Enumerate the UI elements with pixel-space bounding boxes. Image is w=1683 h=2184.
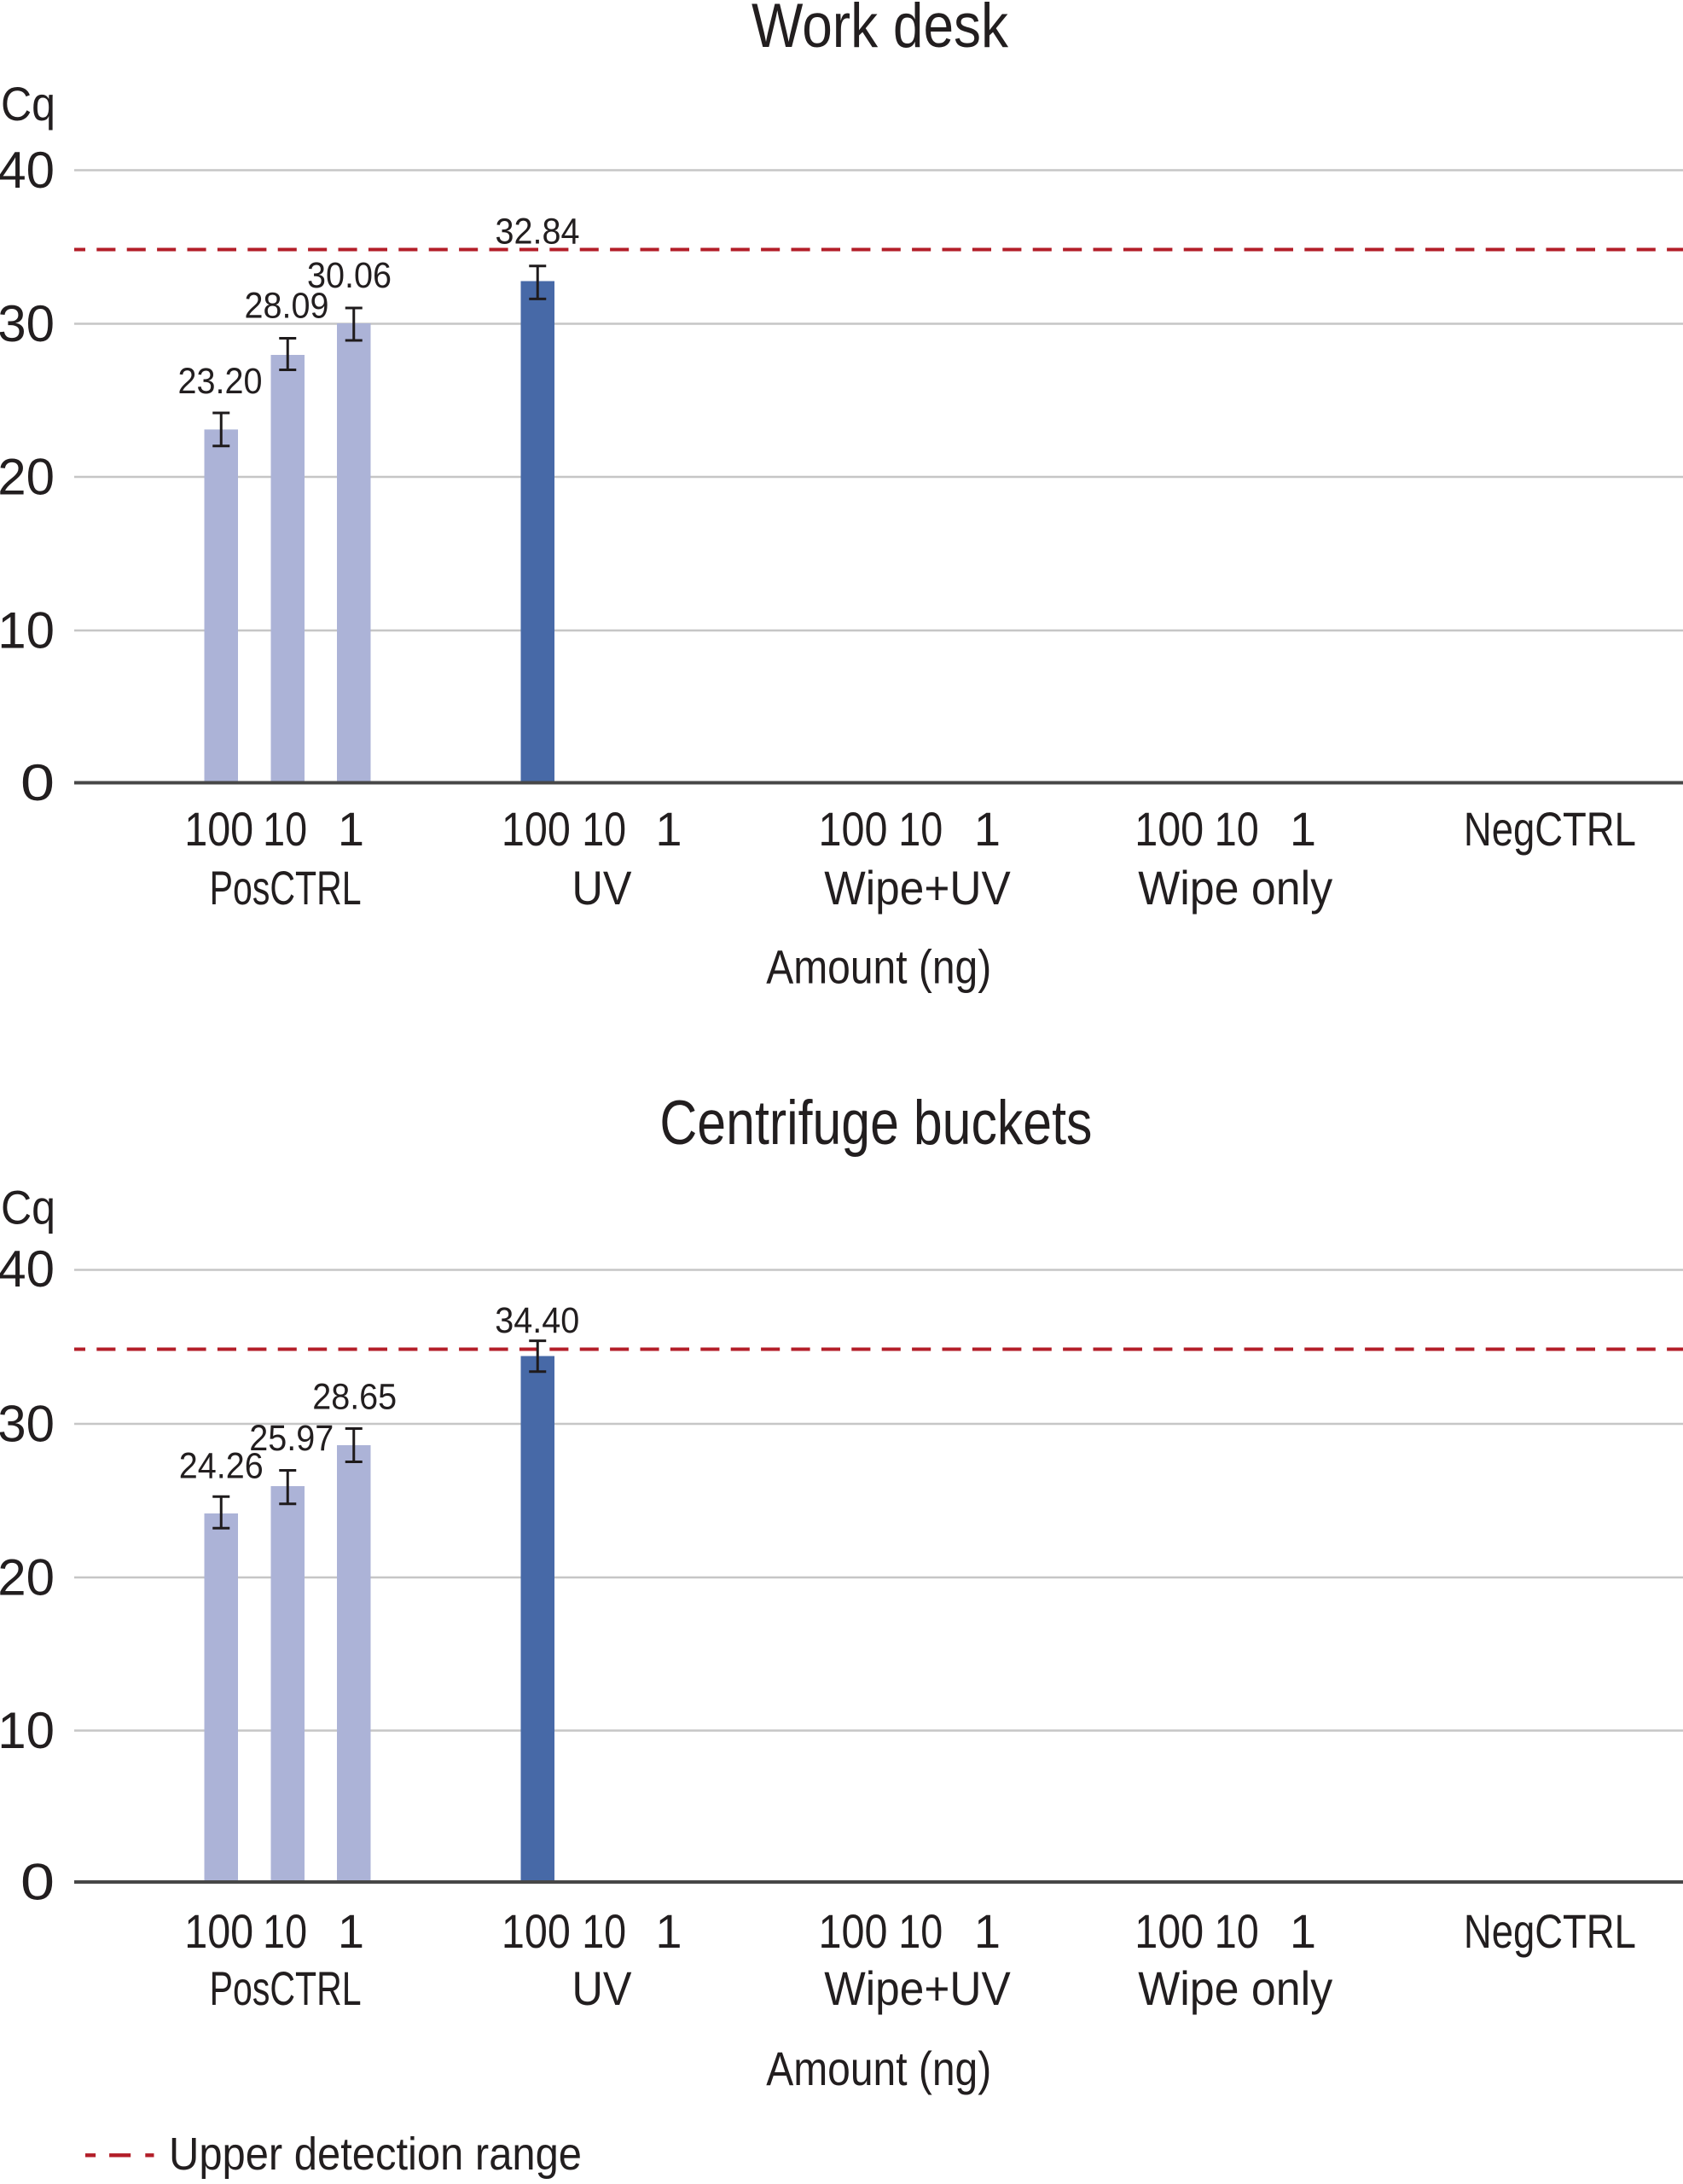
svg-text:Wipe+UV: Wipe+UV (824, 1961, 1011, 2015)
svg-text:Upper detection range: Upper detection range (169, 2129, 582, 2180)
svg-text:10: 10 (1215, 802, 1259, 856)
svg-text:Wipe only: Wipe only (1138, 1961, 1332, 2015)
svg-text:1: 1 (1290, 1904, 1316, 1958)
svg-text:Amount (ng): Amount (ng) (766, 2042, 991, 2095)
svg-text:100: 100 (819, 1904, 888, 1958)
svg-text:30.06: 30.06 (307, 255, 392, 296)
svg-text:0: 0 (20, 1854, 55, 1911)
svg-text:100: 100 (184, 802, 253, 856)
svg-text:10: 10 (263, 1904, 307, 1958)
svg-text:34.40: 34.40 (495, 1300, 579, 1341)
svg-text:10: 10 (898, 1904, 943, 1958)
svg-text:28.09: 28.09 (245, 286, 329, 327)
svg-text:1: 1 (974, 1904, 1001, 1958)
svg-text:100: 100 (502, 802, 571, 856)
svg-text:Cq: Cq (1, 77, 55, 131)
svg-text:Wipe only: Wipe only (1138, 861, 1332, 915)
svg-text:100: 100 (1135, 1904, 1204, 1958)
svg-text:1: 1 (655, 1904, 682, 1958)
svg-text:20: 20 (0, 1549, 55, 1606)
svg-text:10: 10 (582, 802, 626, 856)
svg-text:100: 100 (819, 802, 888, 856)
svg-text:NegCTRL: NegCTRL (1464, 802, 1636, 856)
svg-text:0: 0 (20, 754, 55, 811)
svg-text:10: 10 (0, 1702, 55, 1759)
svg-text:25.97: 25.97 (249, 1418, 334, 1459)
svg-text:40: 40 (0, 1240, 55, 1298)
svg-text:UV: UV (572, 861, 633, 915)
svg-text:Amount (ng): Amount (ng) (766, 940, 991, 994)
svg-text:Centrifuge buckets: Centrifuge buckets (659, 1089, 1092, 1158)
svg-text:100: 100 (184, 1904, 253, 1958)
svg-text:30: 30 (0, 1396, 55, 1453)
svg-text:23.20: 23.20 (178, 361, 263, 402)
svg-text:40: 40 (0, 142, 55, 199)
svg-text:30: 30 (0, 295, 55, 352)
svg-text:Cq: Cq (1, 1181, 55, 1234)
svg-text:10: 10 (1215, 1904, 1259, 1958)
svg-text:100: 100 (502, 1904, 571, 1958)
svg-text:NegCTRL: NegCTRL (1464, 1904, 1636, 1958)
svg-text:1: 1 (655, 802, 682, 856)
svg-text:PosCTRL: PosCTRL (210, 861, 362, 915)
svg-text:1: 1 (1290, 802, 1316, 856)
svg-text:32.84: 32.84 (496, 212, 580, 253)
svg-text:28.65: 28.65 (312, 1377, 397, 1418)
svg-text:10: 10 (582, 1904, 626, 1958)
svg-text:10: 10 (898, 802, 943, 856)
svg-text:1: 1 (338, 1904, 364, 1958)
svg-text:UV: UV (572, 1961, 633, 2015)
svg-text:PosCTRL: PosCTRL (210, 1961, 362, 2015)
svg-text:1: 1 (974, 802, 1001, 856)
svg-text:100: 100 (1135, 802, 1204, 856)
svg-text:20: 20 (0, 449, 55, 506)
svg-text:24.26: 24.26 (179, 1446, 264, 1487)
svg-text:Wipe+UV: Wipe+UV (824, 861, 1011, 915)
svg-text:10: 10 (0, 602, 55, 659)
svg-text:1: 1 (338, 802, 364, 856)
svg-text:10: 10 (263, 802, 307, 856)
svg-text:Work desk: Work desk (752, 0, 1008, 61)
